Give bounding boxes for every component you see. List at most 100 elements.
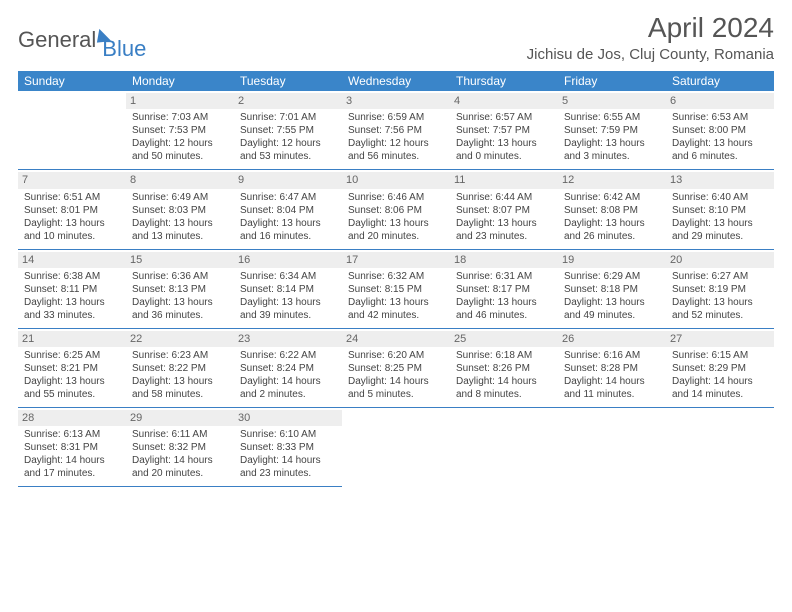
- weekday-header: Friday: [558, 71, 666, 91]
- day-number: 13: [666, 172, 774, 188]
- calendar-week-row: 28Sunrise: 6:13 AMSunset: 8:31 PMDayligh…: [18, 408, 774, 487]
- sun-info-line: Daylight: 13 hours: [348, 217, 444, 230]
- sun-info-line: Sunset: 8:04 PM: [240, 204, 336, 217]
- sun-info-line: Daylight: 14 hours: [348, 375, 444, 388]
- day-number: 9: [234, 172, 342, 188]
- page-title: April 2024: [527, 12, 774, 44]
- calendar-cell: [342, 408, 450, 487]
- sun-info-line: Daylight: 13 hours: [24, 375, 120, 388]
- calendar-cell: 25Sunrise: 6:18 AMSunset: 8:26 PMDayligh…: [450, 328, 558, 407]
- sun-info-line: Daylight: 13 hours: [456, 137, 552, 150]
- sun-info-line: and 6 minutes.: [672, 150, 768, 163]
- day-number: 1: [126, 93, 234, 109]
- calendar-cell: 26Sunrise: 6:16 AMSunset: 8:28 PMDayligh…: [558, 328, 666, 407]
- sun-info-line: and 46 minutes.: [456, 309, 552, 322]
- day-number: 25: [450, 331, 558, 347]
- sun-info-line: Sunrise: 6:31 AM: [456, 270, 552, 283]
- sun-info-line: Sunset: 7:53 PM: [132, 124, 228, 137]
- sun-info-line: Sunset: 8:21 PM: [24, 362, 120, 375]
- sun-info-line: Sunset: 8:17 PM: [456, 283, 552, 296]
- calendar-cell: 1Sunrise: 7:03 AMSunset: 7:53 PMDaylight…: [126, 91, 234, 170]
- sun-info-line: Daylight: 12 hours: [348, 137, 444, 150]
- sun-info-line: and 39 minutes.: [240, 309, 336, 322]
- calendar-cell: [450, 408, 558, 487]
- sun-info-line: Daylight: 12 hours: [132, 137, 228, 150]
- weekday-header: Saturday: [666, 71, 774, 91]
- calendar-cell: 4Sunrise: 6:57 AMSunset: 7:57 PMDaylight…: [450, 91, 558, 170]
- sun-info-line: and 13 minutes.: [132, 230, 228, 243]
- sun-info-line: Daylight: 14 hours: [132, 454, 228, 467]
- calendar-cell: 24Sunrise: 6:20 AMSunset: 8:25 PMDayligh…: [342, 328, 450, 407]
- sun-info-line: Sunrise: 6:20 AM: [348, 349, 444, 362]
- sun-info-line: Sunset: 8:14 PM: [240, 283, 336, 296]
- sun-info-line: Daylight: 13 hours: [132, 217, 228, 230]
- sun-info-line: Sunset: 8:22 PM: [132, 362, 228, 375]
- sun-info-line: Sunrise: 6:46 AM: [348, 191, 444, 204]
- sun-info-line: Sunset: 8:18 PM: [564, 283, 660, 296]
- sun-info-line: and 55 minutes.: [24, 388, 120, 401]
- calendar-cell: 29Sunrise: 6:11 AMSunset: 8:32 PMDayligh…: [126, 408, 234, 487]
- calendar-cell: 10Sunrise: 6:46 AMSunset: 8:06 PMDayligh…: [342, 170, 450, 249]
- sun-info-line: Daylight: 14 hours: [564, 375, 660, 388]
- sun-info-line: and 16 minutes.: [240, 230, 336, 243]
- day-number: 29: [126, 410, 234, 426]
- sun-info-line: Sunrise: 6:51 AM: [24, 191, 120, 204]
- sun-info-line: Sunrise: 6:25 AM: [24, 349, 120, 362]
- sun-info-line: Sunrise: 6:18 AM: [456, 349, 552, 362]
- calendar-cell: 19Sunrise: 6:29 AMSunset: 8:18 PMDayligh…: [558, 249, 666, 328]
- sun-info-line: Sunrise: 6:38 AM: [24, 270, 120, 283]
- sun-info-line: Daylight: 13 hours: [564, 217, 660, 230]
- sun-info-line: and 52 minutes.: [672, 309, 768, 322]
- sun-info-line: Daylight: 13 hours: [564, 296, 660, 309]
- sun-info-line: Sunset: 8:13 PM: [132, 283, 228, 296]
- sun-info-line: Sunrise: 6:13 AM: [24, 428, 120, 441]
- day-number: 16: [234, 252, 342, 268]
- sun-info-line: and 29 minutes.: [672, 230, 768, 243]
- sun-info-line: and 49 minutes.: [564, 309, 660, 322]
- sun-info-line: and 20 minutes.: [132, 467, 228, 480]
- sun-info-line: Sunrise: 7:01 AM: [240, 111, 336, 124]
- header: General Blue April 2024 Jichisu de Jos, …: [18, 12, 774, 63]
- sun-info-line: and 3 minutes.: [564, 150, 660, 163]
- calendar-cell: 8Sunrise: 6:49 AMSunset: 8:03 PMDaylight…: [126, 170, 234, 249]
- calendar-cell: 12Sunrise: 6:42 AMSunset: 8:08 PMDayligh…: [558, 170, 666, 249]
- calendar-cell: 21Sunrise: 6:25 AMSunset: 8:21 PMDayligh…: [18, 328, 126, 407]
- sun-info-line: Sunrise: 6:57 AM: [456, 111, 552, 124]
- sun-info-line: Sunrise: 6:11 AM: [132, 428, 228, 441]
- calendar-cell: 6Sunrise: 6:53 AMSunset: 8:00 PMDaylight…: [666, 91, 774, 170]
- sun-info-line: Sunrise: 6:47 AM: [240, 191, 336, 204]
- sun-info-line: Daylight: 13 hours: [672, 137, 768, 150]
- sun-info-line: Sunset: 8:24 PM: [240, 362, 336, 375]
- sun-info-line: Daylight: 13 hours: [240, 217, 336, 230]
- sun-info-line: Daylight: 13 hours: [672, 217, 768, 230]
- calendar-header-row: SundayMondayTuesdayWednesdayThursdayFrid…: [18, 71, 774, 91]
- sun-info-line: Sunrise: 6:40 AM: [672, 191, 768, 204]
- sun-info-line: Daylight: 13 hours: [672, 296, 768, 309]
- location-text: Jichisu de Jos, Cluj County, Romania: [527, 46, 774, 63]
- day-number: 18: [450, 252, 558, 268]
- day-number: 24: [342, 331, 450, 347]
- day-number: 5: [558, 93, 666, 109]
- calendar-cell: 2Sunrise: 7:01 AMSunset: 7:55 PMDaylight…: [234, 91, 342, 170]
- sun-info-line: Daylight: 13 hours: [240, 296, 336, 309]
- sun-info-line: Sunset: 8:19 PM: [672, 283, 768, 296]
- sun-info-line: Sunrise: 6:59 AM: [348, 111, 444, 124]
- day-number: 20: [666, 252, 774, 268]
- sun-info-line: Daylight: 13 hours: [24, 217, 120, 230]
- sun-info-line: Sunrise: 6:44 AM: [456, 191, 552, 204]
- sun-info-line: and 11 minutes.: [564, 388, 660, 401]
- day-number: 27: [666, 331, 774, 347]
- calendar-week-row: 1Sunrise: 7:03 AMSunset: 7:53 PMDaylight…: [18, 91, 774, 170]
- calendar-cell: 28Sunrise: 6:13 AMSunset: 8:31 PMDayligh…: [18, 408, 126, 487]
- calendar-cell: 23Sunrise: 6:22 AMSunset: 8:24 PMDayligh…: [234, 328, 342, 407]
- sun-info-line: and 8 minutes.: [456, 388, 552, 401]
- sun-info-line: Sunrise: 6:15 AM: [672, 349, 768, 362]
- sun-info-line: Sunset: 7:55 PM: [240, 124, 336, 137]
- sun-info-line: Sunset: 8:15 PM: [348, 283, 444, 296]
- day-number: 12: [558, 172, 666, 188]
- calendar-cell: 15Sunrise: 6:36 AMSunset: 8:13 PMDayligh…: [126, 249, 234, 328]
- sun-info-line: Sunset: 8:01 PM: [24, 204, 120, 217]
- calendar-cell: 22Sunrise: 6:23 AMSunset: 8:22 PMDayligh…: [126, 328, 234, 407]
- sun-info-line: Sunset: 8:28 PM: [564, 362, 660, 375]
- day-number: 10: [342, 172, 450, 188]
